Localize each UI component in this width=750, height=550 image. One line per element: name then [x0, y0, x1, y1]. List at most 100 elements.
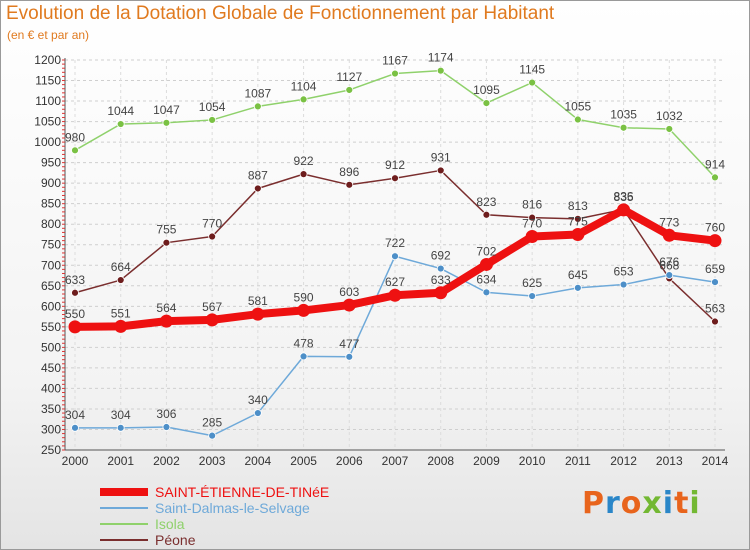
data-point: [617, 203, 631, 217]
data-label: 912: [385, 158, 405, 172]
data-point: [391, 69, 399, 78]
data-label: 340: [248, 393, 268, 407]
legend-swatch: [100, 523, 148, 525]
y-tick-label: 700: [41, 258, 61, 272]
data-point: [208, 232, 217, 241]
data-point: [711, 317, 719, 326]
data-point: [391, 174, 399, 183]
data-label: 550: [65, 307, 85, 321]
data-label: 1095: [473, 83, 500, 97]
data-label: 564: [156, 301, 176, 315]
logo-letter: t: [674, 486, 690, 521]
y-tick-label: 500: [41, 340, 61, 354]
data-point: [253, 102, 262, 111]
data-label: 702: [476, 244, 496, 258]
data-label: 668: [659, 258, 679, 272]
data-label: 306: [156, 407, 176, 421]
data-point: [116, 423, 125, 432]
data-label: 775: [568, 214, 588, 228]
data-point: [711, 173, 719, 182]
data-label: 633: [65, 273, 85, 287]
data-label: 835: [614, 190, 634, 204]
data-label: 836: [614, 189, 634, 203]
data-label: 931: [431, 150, 451, 164]
y-tick-label: 950: [41, 156, 61, 170]
x-tick-label: 2014: [702, 454, 729, 468]
data-label: 627: [385, 275, 405, 289]
data-label: 1104: [291, 79, 317, 93]
data-point: [162, 423, 171, 431]
data-label: 1127: [336, 70, 362, 84]
data-label: 692: [431, 249, 451, 263]
data-point: [116, 276, 125, 284]
data-point: [162, 238, 171, 247]
data-point: [299, 170, 308, 179]
data-point: [345, 86, 354, 94]
data-point: [571, 227, 585, 241]
data-point: [482, 210, 491, 219]
y-tick-label: 600: [41, 299, 61, 313]
x-tick-label: 2003: [199, 454, 226, 468]
data-label: 285: [202, 416, 222, 430]
data-label: 1054: [199, 100, 226, 114]
data-point: [299, 95, 308, 104]
data-point: [345, 352, 354, 361]
y-tick-label: 900: [41, 176, 61, 190]
x-tick-label: 2009: [473, 454, 500, 468]
x-tick-label: 2002: [153, 454, 180, 468]
legend-item: Isola: [100, 516, 420, 532]
data-label: 722: [385, 236, 405, 250]
data-point: [525, 230, 539, 244]
y-tick-label: 550: [41, 320, 61, 334]
logo-letter: o: [620, 486, 643, 521]
data-label: 659: [705, 262, 725, 276]
logo-letter: r: [605, 486, 621, 521]
data-label: 625: [522, 276, 542, 290]
y-tick-label: 800: [41, 217, 61, 231]
x-tick-label: 2012: [610, 454, 637, 468]
x-tick-label: 2013: [656, 454, 683, 468]
chart-subtitle: (en € et par an): [7, 28, 90, 42]
x-tick-label: 2004: [245, 454, 272, 468]
y-tick-label: 850: [41, 197, 61, 211]
data-point: [573, 115, 582, 124]
data-label: 634: [476, 272, 496, 286]
data-label: 304: [111, 408, 131, 422]
data-label: 581: [248, 294, 268, 308]
y-tick-label: 450: [41, 361, 61, 375]
data-label: 914: [705, 157, 725, 171]
data-label: 823: [476, 195, 496, 209]
y-tick-label: 1200: [34, 53, 61, 67]
data-point: [573, 283, 582, 292]
data-point: [711, 278, 719, 286]
x-tick-label: 2008: [427, 454, 454, 468]
data-point: [208, 116, 217, 124]
data-label: 816: [522, 198, 542, 212]
data-point: [297, 303, 311, 317]
data-label: 770: [522, 217, 542, 231]
data-label: 1055: [565, 100, 592, 114]
data-point: [665, 125, 674, 133]
data-label: 477: [339, 337, 359, 351]
data-point: [479, 257, 493, 271]
data-point: [708, 234, 722, 248]
data-point: [116, 120, 125, 128]
data-label: 1032: [656, 109, 683, 123]
data-point: [436, 66, 445, 75]
data-point: [208, 431, 217, 440]
y-tick-label: 1050: [34, 115, 61, 129]
data-label: 760: [705, 221, 725, 235]
legend-swatch: [100, 488, 148, 496]
y-tick-label: 300: [41, 422, 61, 436]
data-label: 1044: [107, 104, 134, 118]
y-tick-label: 250: [41, 443, 61, 457]
y-tick-label: 650: [41, 279, 61, 293]
data-label: 653: [614, 265, 634, 279]
data-label: 633: [431, 273, 451, 287]
x-tick-label: 2000: [62, 454, 89, 468]
data-label: 773: [659, 215, 679, 229]
data-point: [253, 184, 262, 193]
data-label: 755: [156, 223, 176, 237]
data-label: 813: [568, 199, 588, 213]
data-label: 1035: [610, 108, 637, 122]
